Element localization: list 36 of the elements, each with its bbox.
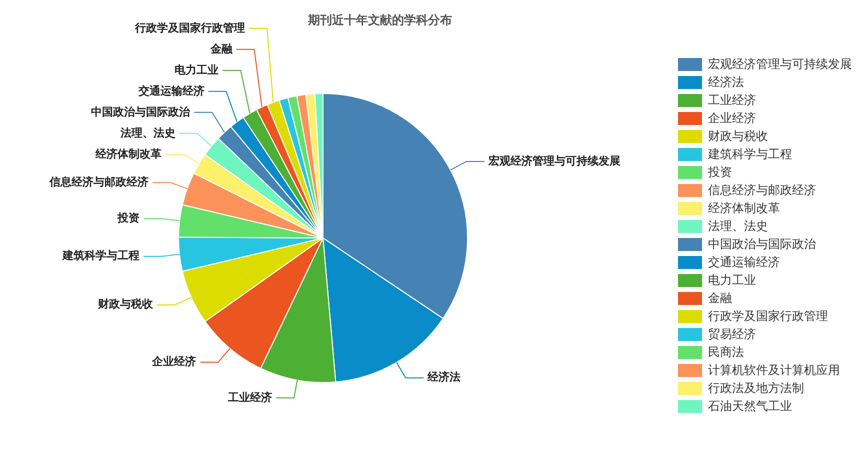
- legend-label: 经济体制改革: [708, 200, 780, 216]
- legend-label: 金融: [708, 290, 732, 306]
- legend-label: 财政与税收: [708, 128, 768, 144]
- legend-label: 行政法及地方法制: [708, 380, 804, 396]
- legend-label: 企业经济: [708, 110, 756, 126]
- legend-label: 投资: [708, 164, 732, 180]
- legend-label: 民商法: [708, 344, 744, 360]
- legend-label: 贸易经济: [708, 326, 756, 342]
- legend-label: 建筑科学与工程: [708, 146, 792, 162]
- slice-label: 建筑科学与工程: [62, 249, 140, 262]
- slice-label: 交通运输经济: [137, 84, 204, 98]
- slice-label: 电力工业: [174, 63, 219, 76]
- slice-label: 法理、法史: [119, 126, 176, 140]
- slice-label: 金融: [209, 42, 234, 56]
- slice-label: 经济体制改革: [94, 147, 162, 160]
- slice-label: 经济法: [426, 370, 461, 384]
- legend-label: 计算机软件及计算机应用: [708, 362, 840, 378]
- slice-label: 宏观经济管理与可持续发展: [487, 154, 620, 168]
- slice-label: 工业经济: [227, 390, 272, 404]
- slice-label: 信息经济与邮政经济: [48, 175, 148, 188]
- legend-label: 宏观经济管理与可持续发展: [708, 56, 852, 72]
- slice-label: 中国政治与国际政治: [91, 105, 192, 118]
- slice-label: 财政与税收: [96, 298, 154, 311]
- legend-label: 经济法: [708, 74, 744, 90]
- legend-label: 工业经济: [708, 92, 756, 108]
- slice-label: 投资: [116, 212, 140, 225]
- legend-label: 法理、法史: [708, 218, 768, 234]
- slice-label: 企业经济: [151, 355, 196, 368]
- chart-title: 期刊近十年文献的学科分布: [308, 13, 452, 27]
- legend-label: 石油天然气工业: [708, 398, 792, 414]
- legend-label: 行政学及国家行政管理: [708, 308, 828, 324]
- legend-label: 信息经济与邮政经济: [708, 182, 816, 198]
- slice-label: 行政学及国家行政管理: [134, 21, 245, 34]
- legend-label: 交通运输经济: [708, 254, 780, 270]
- legend-label: 中国政治与国际政治: [708, 236, 816, 252]
- legend-label: 电力工业: [708, 272, 756, 288]
